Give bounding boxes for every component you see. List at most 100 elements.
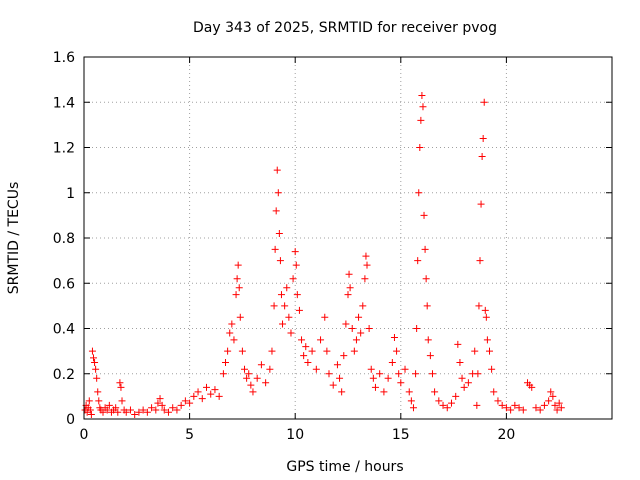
data-point xyxy=(323,347,331,355)
data-point xyxy=(460,383,468,391)
data-point xyxy=(222,358,230,366)
data-point xyxy=(194,388,202,396)
data-point xyxy=(92,365,100,373)
data-point xyxy=(333,361,341,369)
data-point xyxy=(118,397,126,405)
data-point xyxy=(428,370,436,378)
data-point xyxy=(361,275,369,283)
data-point xyxy=(90,354,98,362)
data-point xyxy=(304,358,312,366)
data-point xyxy=(482,313,490,321)
data-point xyxy=(283,284,291,292)
data-point xyxy=(198,395,206,403)
data-point xyxy=(338,388,346,396)
x-tick-label: 15 xyxy=(392,427,410,443)
data-point xyxy=(224,347,232,355)
y-tick-label: 0.2 xyxy=(53,367,75,383)
data-point xyxy=(359,302,367,310)
data-point xyxy=(371,383,379,391)
data-point xyxy=(418,91,426,99)
data-point xyxy=(431,388,439,396)
data-point xyxy=(350,347,358,355)
y-tick-label: 1.2 xyxy=(53,141,75,157)
chart-title: Day 343 of 2025, SRMTID for receiver pvo… xyxy=(193,20,497,36)
data-point xyxy=(88,347,96,355)
data-point xyxy=(477,200,485,208)
data-point xyxy=(232,291,240,299)
data-point xyxy=(390,334,398,342)
data-point xyxy=(238,347,246,355)
data-point xyxy=(412,370,420,378)
data-point xyxy=(207,390,215,398)
data-point xyxy=(164,408,172,416)
data-point xyxy=(253,374,261,382)
data-point xyxy=(422,275,430,283)
data-point xyxy=(215,392,223,400)
data-point xyxy=(395,370,403,378)
data-point xyxy=(423,302,431,310)
data-point xyxy=(363,261,371,269)
data-point xyxy=(481,306,489,314)
data-point xyxy=(384,374,392,382)
tick-labels-layer: 0 0.2 0.4 0.6 0.8 1 1.2 1.4 1.6 0 5 10 15 20 xyxy=(53,50,516,443)
data-point xyxy=(345,270,353,278)
data-point xyxy=(536,406,544,414)
data-point xyxy=(476,257,484,265)
data-point xyxy=(317,336,325,344)
data-point xyxy=(228,320,236,328)
data-point xyxy=(355,313,363,321)
data-point xyxy=(439,401,447,409)
data-point xyxy=(454,340,462,348)
data-point xyxy=(148,404,156,412)
data-point xyxy=(235,284,243,292)
data-point xyxy=(426,352,434,360)
data-point xyxy=(93,374,101,382)
data-point xyxy=(488,365,496,373)
data-point xyxy=(202,383,210,391)
y-tick-label: 0.8 xyxy=(53,231,75,247)
data-point xyxy=(416,144,424,151)
data-point xyxy=(528,383,536,391)
data-point xyxy=(293,291,301,299)
data-point xyxy=(262,379,270,387)
data-point xyxy=(234,261,242,269)
data-point xyxy=(553,406,561,414)
data-point xyxy=(464,379,472,387)
data-point xyxy=(490,388,498,396)
data-point xyxy=(274,189,282,197)
data-point xyxy=(245,370,253,378)
data-point xyxy=(447,399,455,407)
data-point xyxy=(507,406,515,414)
data-point xyxy=(413,325,421,332)
y-axis-label: SRMTID / TECUs xyxy=(6,182,22,295)
data-point xyxy=(226,329,234,337)
data-point xyxy=(471,347,479,355)
data-point xyxy=(474,370,482,378)
data-point xyxy=(420,211,428,219)
data-point xyxy=(122,408,130,416)
data-point xyxy=(152,406,160,414)
data-point xyxy=(473,401,481,409)
data-point xyxy=(515,404,523,412)
data-point xyxy=(181,397,189,405)
data-point xyxy=(367,365,375,373)
data-point xyxy=(407,397,415,405)
data-point xyxy=(91,358,99,366)
data-point xyxy=(414,257,422,265)
data-point xyxy=(272,207,280,215)
x-tick-label: 0 xyxy=(80,427,89,443)
data-point xyxy=(380,388,388,396)
data-point xyxy=(479,134,487,142)
data-point xyxy=(329,381,337,389)
data-point xyxy=(236,313,244,321)
data-point xyxy=(557,404,565,412)
data-point xyxy=(458,374,466,382)
data-point xyxy=(344,291,352,299)
y-tick-label: 0.4 xyxy=(53,322,75,338)
data-point xyxy=(211,386,219,394)
data-point xyxy=(321,313,329,321)
data-point xyxy=(173,406,181,414)
data-point xyxy=(511,401,519,409)
